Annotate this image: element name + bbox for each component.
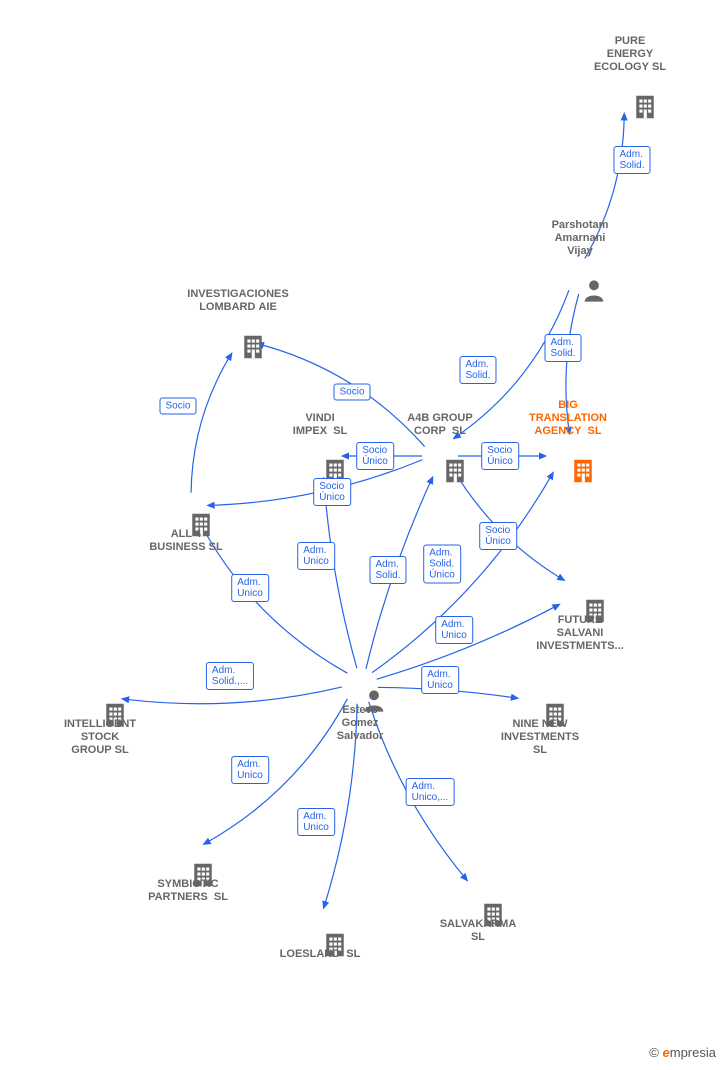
node-label[interactable]: EsteveGomezSalvador: [337, 704, 383, 744]
edge-label: Adm.Unico: [421, 666, 459, 694]
node-label[interactable]: FUTURESALVANIINVESTMENTS...: [536, 614, 623, 654]
brand-rest: mpresia: [670, 1045, 716, 1060]
edge-label: Adm.Solid.Único: [423, 545, 461, 584]
node-label[interactable]: SYMBIOTICPARTNERS SL: [148, 878, 228, 904]
brand-e: e: [663, 1045, 670, 1060]
edge-label: Adm.Unico: [297, 542, 335, 570]
copyright-symbol: ©: [649, 1045, 659, 1060]
edge: [324, 478, 357, 669]
node-label[interactable]: A4B GROUPCORP SL: [407, 412, 472, 438]
edge-label: Adm.Solid.,...: [206, 662, 254, 690]
edge-label: SocioÚnico: [479, 522, 517, 550]
node-label[interactable]: SALVAKARMASL: [440, 918, 517, 944]
edge-label: Adm.Solid.: [369, 556, 406, 584]
edge-label: Socio: [333, 384, 370, 401]
node-label[interactable]: NINE NEWINVESTMENTSSL: [501, 718, 579, 758]
edge-label: Adm.Solid.: [459, 356, 496, 384]
edge-label: Socio: [159, 398, 196, 415]
edge-label: Adm.Unico,...: [406, 778, 455, 806]
copyright: © empresia: [649, 1045, 716, 1060]
edge: [191, 353, 232, 493]
node-label[interactable]: ParshotamAmarnaniVijay: [552, 219, 609, 259]
edge-label: SocioÚnico: [356, 442, 394, 470]
node-label[interactable]: BIGTRANSLATIONAGENCY SL: [529, 399, 607, 439]
edge-label: Adm.Unico: [231, 574, 269, 602]
node-label[interactable]: VINDIIMPEX SL: [293, 412, 347, 438]
edge-label: Adm.Solid.: [613, 146, 650, 174]
edge-label: Adm.Unico: [297, 808, 335, 836]
edge-label: Adm.Solid.: [544, 334, 581, 362]
edge-label: Adm.Unico: [231, 756, 269, 784]
edge-label: Adm.Unico: [435, 616, 473, 644]
node-label[interactable]: ALL 4BUSINESS SL: [149, 528, 222, 554]
node-label[interactable]: INTELLIGENTSTOCKGROUP SL: [64, 718, 136, 758]
edge-label: SocioÚnico: [313, 478, 351, 506]
node-label[interactable]: PUREENERGYECOLOGY SL: [594, 35, 666, 75]
node-label[interactable]: LOESLAND SL: [280, 948, 361, 961]
edge-label: SocioÚnico: [481, 442, 519, 470]
node-label[interactable]: INVESTIGACIONESLOMBARD AIE: [187, 288, 288, 314]
